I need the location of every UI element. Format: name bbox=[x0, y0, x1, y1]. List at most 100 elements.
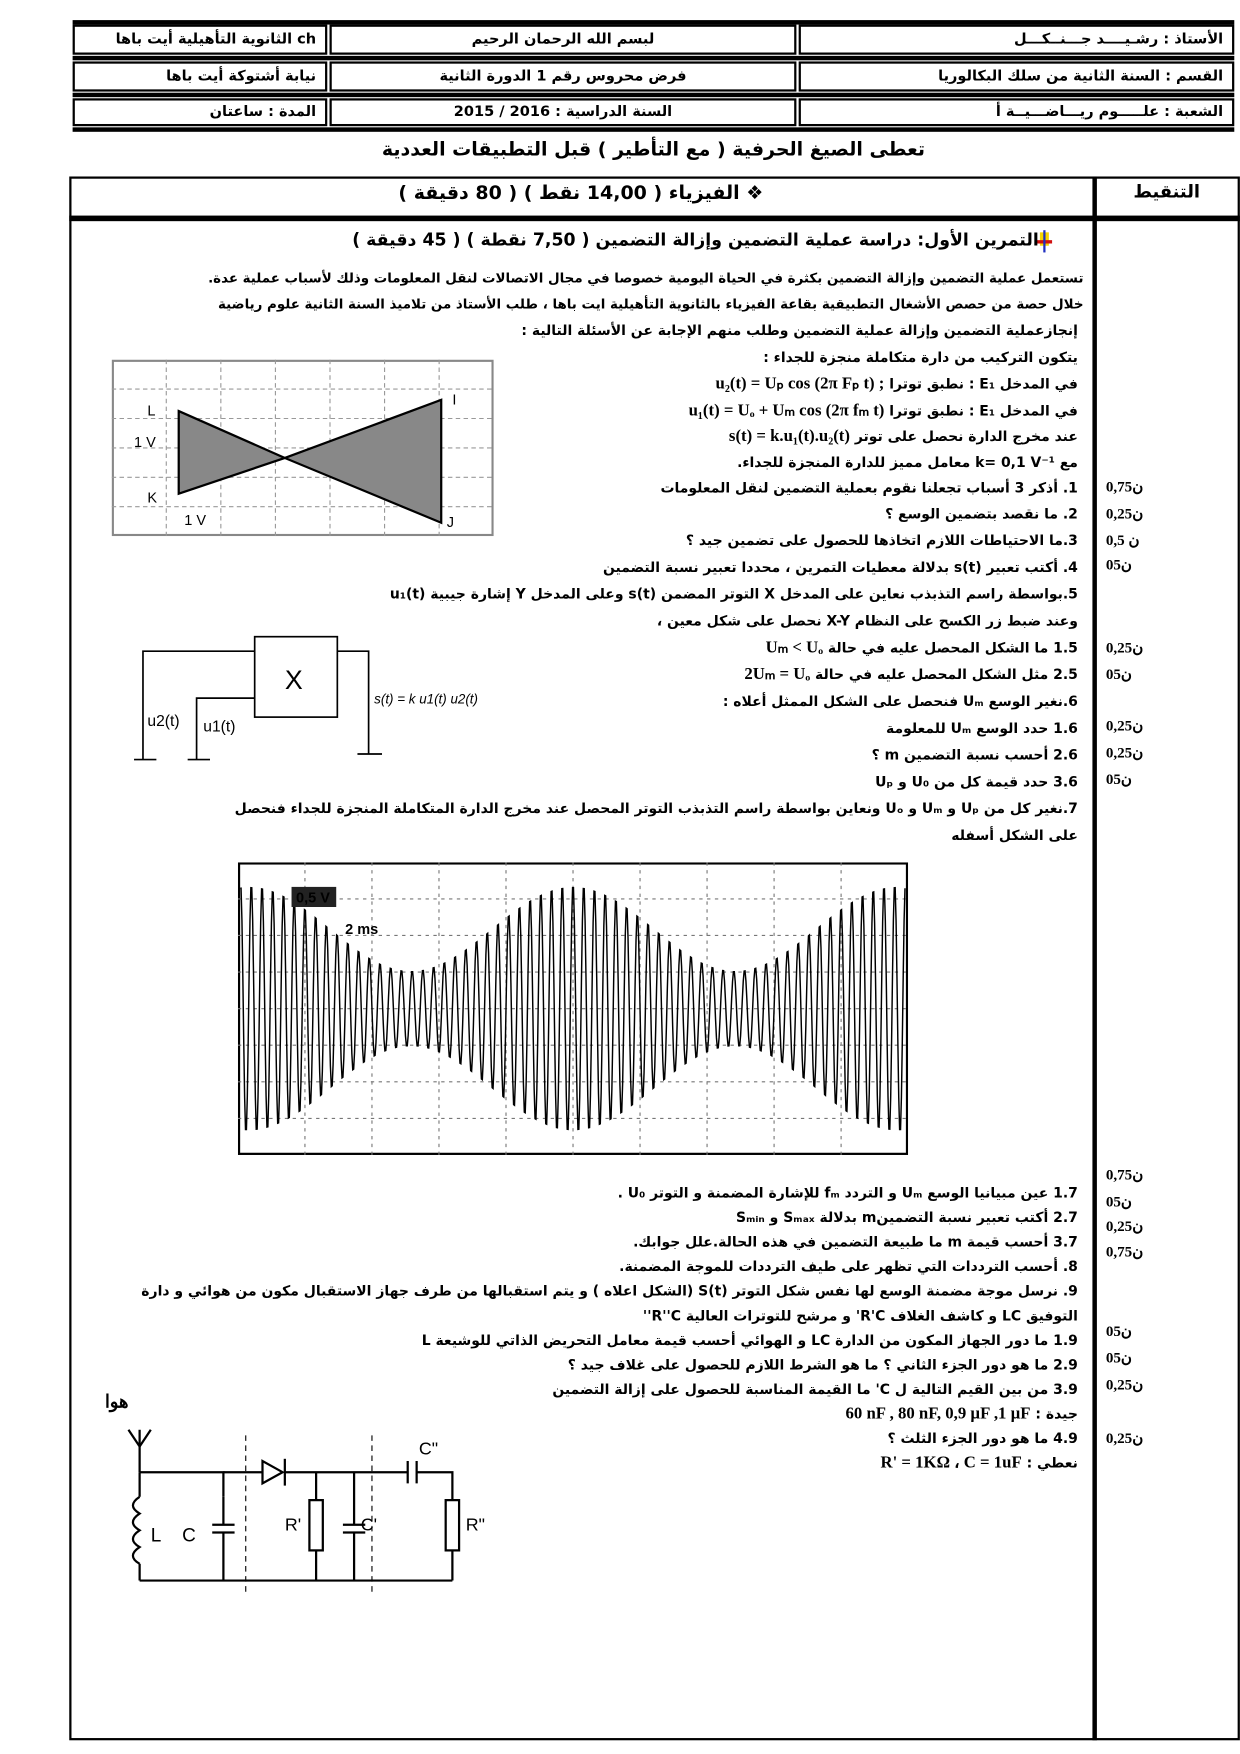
grade-points: 0ن5 bbox=[1105, 770, 1132, 788]
question-line: جيدة : 60 nF , 80 nF, 0,9 µF ,1 µF bbox=[845, 1403, 1077, 1425]
question-line: 3.6 حدد قيمة كل من U₀ و Uₚ bbox=[875, 771, 1078, 793]
grade-points: 0,25ن bbox=[1105, 1376, 1144, 1393]
line-text: 3.7 أحسب قيمة m ما طبيعة التضمين في هذه … bbox=[633, 1233, 1078, 1250]
question-line: إنجازعملية التضمين وإزالة عملية التضمين … bbox=[521, 319, 1077, 341]
directorate-cell: نيابة أشتوكة أيت باها bbox=[72, 61, 328, 92]
question-line: 1.7 عين مبيانيا الوسع Uₘ و التردد fₘ للإ… bbox=[618, 1182, 1078, 1204]
label-C1: C' bbox=[361, 1514, 377, 1534]
question-line: 6.نغير الوسع Uₘ فنحصل على الشكل الممثل أ… bbox=[723, 690, 1078, 712]
lissajous-figure: L K I J 1 V 1 V bbox=[111, 359, 494, 537]
question-line: 2.5 مثل الشكل المحصل عليه في حالة 2Uₘ = … bbox=[744, 663, 1078, 685]
grade-points: 0,75ن bbox=[1105, 1243, 1144, 1260]
grade-points: 0ن5 bbox=[1105, 1349, 1132, 1367]
resistor-R1 bbox=[308, 1499, 324, 1552]
label-K: K bbox=[147, 491, 157, 507]
line-text: 1. أذكر 3 أسباب تجعلنا نقوم بعملية التضم… bbox=[660, 479, 1078, 496]
line-text: 2. ما نقصد بتضمين الوسع ؟ bbox=[885, 504, 1078, 522]
grading-header: التنقيط bbox=[1133, 180, 1201, 203]
grade-points: 0,5 ن bbox=[1105, 531, 1140, 549]
school-cell: ch الثانوية التأهيلية أيت باها bbox=[72, 24, 328, 55]
line-text: في المدخل E₁ : نطبق توترا bbox=[889, 402, 1078, 419]
s-label: s(t) = k u1(t) u2(t) bbox=[374, 692, 478, 707]
line-text: 3.6 حدد قيمة كل من U₀ و Uₚ bbox=[875, 772, 1078, 790]
grade-points: 0ن5 bbox=[1105, 1192, 1132, 1210]
line-text: 4.9 ما هو دور الجزء الثلث ؟ bbox=[887, 1429, 1078, 1447]
question-line: 2.9 ما هو دور الجزء الثاني ؟ ما هو الشرط… bbox=[568, 1354, 1078, 1376]
question-line: مع k= 0,1 V⁻¹ معامل مميز للدارة المنجزة … bbox=[737, 451, 1078, 473]
physics-header: ❖ الفيزياء ( 14,00 نقط ) ( 80 دقيقة ) bbox=[398, 182, 764, 205]
vertical-division-label: 1 V bbox=[134, 435, 156, 451]
label-J: J bbox=[447, 515, 454, 531]
multiplier-block-label: X bbox=[285, 665, 303, 695]
bismillah-cell: لبسم الله الرحمان الرحيم bbox=[329, 24, 797, 55]
header-row-divider bbox=[69, 215, 1240, 222]
line-text: 1.7 عين مبيانيا الوسع Uₘ و التردد fₘ للإ… bbox=[617, 1184, 1078, 1201]
line-text: عند مخرج الدارة نحصل على توتر bbox=[854, 427, 1078, 445]
line-text: التوفيق LC و كاشف الغلاف R'C' و مرشح للت… bbox=[642, 1306, 1078, 1324]
question-line: 5.بواسطة راسم التذبذب نعاين على المدخل X… bbox=[390, 583, 1078, 605]
header-divider bbox=[72, 92, 1235, 98]
line-text: في المدخل E₁ : نطبق توترا bbox=[889, 375, 1078, 393]
question-line: نعطي : R' = 1KΩ ، C = 1uF bbox=[880, 1452, 1077, 1474]
question-line: 3.7 أحسب قيمة m ما طبيعة التضمين في هذه … bbox=[633, 1231, 1078, 1253]
lissajous-left-lobe bbox=[177, 409, 288, 496]
question-line: 1.5 ما الشكل المحصل عليه في حالة Uₘ < Uₒ bbox=[766, 637, 1078, 659]
duration-cell: المدة : ساعتان bbox=[72, 98, 328, 127]
formula: u₁(t) = Uₒ + Uₘ cos (2π fₘ t) bbox=[688, 402, 885, 420]
line-text: 7.نغير كل من Uₚ و Uₘ و Uₒ ونعاين بواسطة … bbox=[234, 799, 1078, 817]
lissajous-right-lobe bbox=[281, 398, 443, 525]
question-line: 2.7 أكتب تعبير نسبة التضمينm بدلالة Sₘₐₓ… bbox=[736, 1206, 1078, 1228]
header-border bbox=[72, 20, 1235, 25]
line-text: 3.ما الاحتياطات اللازم اتخاذها للحصول عل… bbox=[685, 531, 1078, 549]
header-border bbox=[72, 127, 1235, 132]
question-line: 1. أذكر 3 أسباب تجعلنا نقوم بعملية التضم… bbox=[660, 477, 1077, 499]
line-text: خلال حصة من حصص الأشغال التطبيقية بقاعة … bbox=[218, 296, 1084, 312]
question-line: 4. أكتب تعبير s(t) بدلالة معطيات التمرين… bbox=[603, 556, 1078, 578]
grade-points: 0ن5 bbox=[1105, 665, 1132, 683]
question-line: 3.9 من بين القيم التالية ل C' ما القيمة … bbox=[552, 1378, 1078, 1400]
line-text: 2.5 مثل الشكل المحصل عليه في حالة bbox=[814, 665, 1078, 683]
notice: تعطى الصيغ الحرفية ( مع التأطير ) قبل ال… bbox=[381, 138, 926, 161]
question-line: 7.نغير كل من Uₚ و Uₘ و Uₒ ونعاين بواسطة … bbox=[235, 798, 1078, 820]
label-L: L bbox=[147, 404, 155, 420]
question-line: 3.ما الاحتياطات اللازم اتخاذها للحصول عل… bbox=[686, 529, 1078, 551]
level-cell: القسم : السنة الثانية من سلك البكالوريا bbox=[798, 61, 1235, 92]
question-line: 1.9 ما دور الجهاز المكون من الدارة LC و … bbox=[422, 1329, 1078, 1351]
diode-symbol bbox=[261, 1459, 285, 1486]
header-divider bbox=[72, 55, 1235, 61]
grading-column-divider bbox=[1092, 176, 1097, 1741]
line-text: 1.6 حدد الوسع Uₘ للمعلومة bbox=[885, 719, 1078, 737]
bullet-icon bbox=[1036, 230, 1053, 253]
grade-points: 0,25ن bbox=[1105, 743, 1144, 761]
u1-label: u1(t) bbox=[203, 719, 235, 736]
question-line: التوفيق LC و كاشف الغلاف R'C' و مرشح للت… bbox=[643, 1305, 1078, 1327]
line-text: 4. أكتب تعبير s(t) بدلالة معطيات التمرين… bbox=[602, 558, 1078, 576]
question-line: 8. أحسب الترددات التي تظهر على طيف الترد… bbox=[619, 1256, 1078, 1278]
label-R1: R' bbox=[285, 1514, 301, 1534]
label-I: I bbox=[452, 392, 456, 408]
teacher-cell: الأستاذ : رشـيــــد جـــنــكـــل bbox=[798, 24, 1235, 55]
question-line: 1.6 حدد الوسع Uₘ للمعلومة bbox=[886, 717, 1078, 739]
question-line: 9. نرسل موجة مضمنة الوسع لها نفس شكل الت… bbox=[141, 1280, 1078, 1302]
grade-points: 0,75ن bbox=[1105, 1166, 1144, 1183]
multiplier-diagram: X u2(t) u1(t) s(t) = k u1(t) u2(t) bbox=[134, 635, 478, 761]
grade-points: 0,25ن bbox=[1105, 638, 1144, 656]
formula: R' = 1KΩ ، C = 1uF bbox=[880, 1454, 1022, 1473]
line-text: 8. أحسب الترددات التي تظهر على طيف الترد… bbox=[619, 1257, 1078, 1275]
line-text: 6.نغير الوسع Uₘ فنحصل على الشكل الممثل أ… bbox=[722, 692, 1078, 710]
grade-points: 0ن5 bbox=[1105, 1322, 1132, 1340]
question-line: 2. ما نقصد بتضمين الوسع ؟ bbox=[885, 503, 1078, 525]
line-text: 2.7 أكتب تعبير نسبة التضمينm بدلالة Sₘₐₓ… bbox=[736, 1208, 1078, 1226]
line-text: إنجازعملية التضمين وإزالة عملية التضمين … bbox=[521, 321, 1078, 339]
oscillogram-marker bbox=[291, 886, 337, 908]
grade-points: 0,25ن bbox=[1105, 504, 1144, 522]
grade-points: 0,25ن bbox=[1105, 1429, 1144, 1447]
line-text: وعند ضبط زر الكسح على النظام X-Y نحصل عل… bbox=[656, 612, 1078, 629]
question-line: خلال حصة من حصص الأشغال التطبيقية بقاعة … bbox=[218, 293, 1083, 315]
question-line: وعند ضبط زر الكسح على النظام X-Y نحصل عل… bbox=[657, 610, 1078, 632]
grade-points: 0,75ن bbox=[1105, 478, 1144, 495]
formula: Uₘ < Uₒ bbox=[765, 638, 824, 657]
line-text: مع k= 0,1 V⁻¹ معامل مميز للدارة المنجزة … bbox=[737, 453, 1078, 471]
exercise-title: التمرين الأول: دراسة عملية التضمين وإزال… bbox=[352, 230, 1039, 251]
resistor-R2 bbox=[444, 1499, 461, 1552]
